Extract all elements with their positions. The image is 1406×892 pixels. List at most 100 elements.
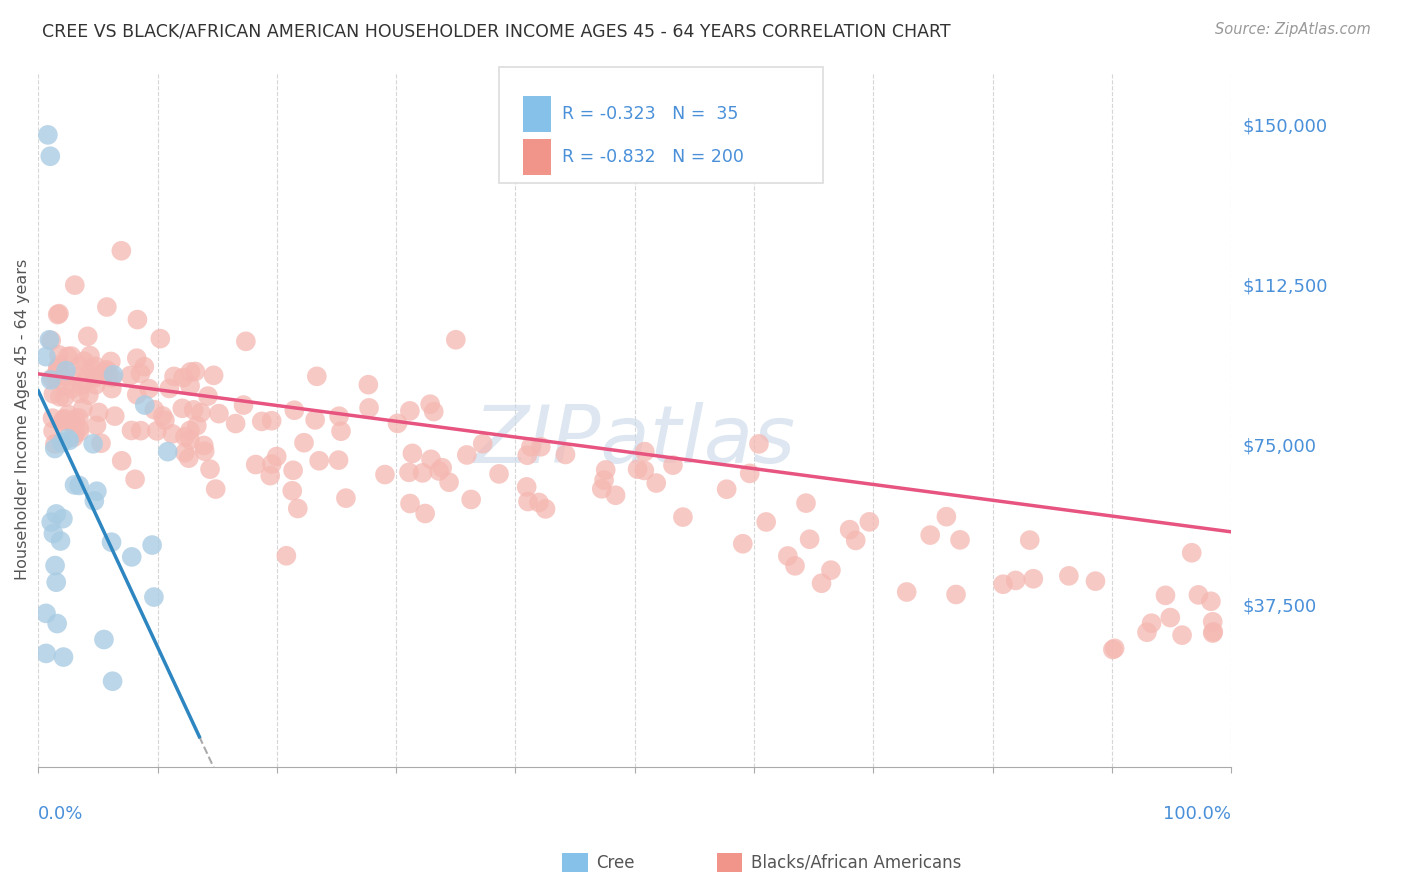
Point: [80, 360, 103, 375]
Point: [63, 278, 86, 293]
Point: [401, 446, 423, 460]
Text: R = -0.323   N =  35: R = -0.323 N = 35: [562, 105, 738, 123]
Point: [134, 398, 156, 412]
Point: [945, 587, 967, 601]
Point: [204, 482, 226, 496]
Text: Source: ZipAtlas.com: Source: ZipAtlas.com: [1215, 22, 1371, 37]
Point: [72, 401, 94, 416]
Point: [460, 492, 482, 507]
Point: [1171, 628, 1194, 642]
Point: [77, 388, 100, 402]
Point: [423, 404, 446, 418]
Point: [41, 371, 63, 385]
Point: [93, 632, 115, 647]
Point: [1102, 642, 1125, 657]
Point: [103, 368, 125, 382]
Point: [186, 418, 208, 433]
Point: [281, 483, 304, 498]
Point: [46, 616, 69, 631]
Point: [304, 413, 326, 427]
Point: [45, 370, 67, 384]
Point: [35, 647, 58, 661]
Point: [86, 418, 108, 433]
Point: [86, 368, 108, 383]
Point: [46, 308, 69, 322]
Point: [276, 549, 298, 563]
Point: [810, 576, 832, 591]
Point: [755, 515, 778, 529]
Point: [420, 452, 443, 467]
Text: $150,000: $150,000: [1243, 118, 1327, 136]
Point: [456, 448, 478, 462]
Point: [198, 462, 221, 476]
Text: CREE VS BLACK/AFRICAN AMERICAN HOUSEHOLDER INCOME AGES 45 - 64 YEARS CORRELATION: CREE VS BLACK/AFRICAN AMERICAN HOUSEHOLD…: [42, 22, 950, 40]
Point: [143, 402, 166, 417]
Point: [52, 511, 75, 525]
Point: [93, 367, 115, 381]
Point: [41, 411, 63, 425]
Point: [35, 350, 58, 364]
Point: [48, 358, 70, 372]
Point: [179, 379, 201, 393]
Point: [87, 405, 110, 419]
Point: [82, 436, 104, 450]
Point: [794, 496, 817, 510]
Point: [672, 510, 695, 524]
Point: [283, 403, 305, 417]
Text: ZIPatlas: ZIPatlas: [474, 401, 796, 480]
Text: $75,000: $75,000: [1243, 437, 1316, 456]
Point: [83, 494, 105, 508]
Point: [49, 364, 72, 378]
Point: [90, 436, 112, 450]
Point: [38, 333, 60, 347]
Point: [305, 369, 328, 384]
Point: [190, 406, 212, 420]
Point: [1187, 588, 1209, 602]
Point: [67, 421, 90, 435]
Point: [845, 533, 868, 548]
Point: [75, 373, 97, 387]
Point: [202, 368, 225, 383]
Point: [1181, 546, 1204, 560]
Point: [716, 482, 738, 496]
Point: [858, 515, 880, 529]
Point: [595, 463, 617, 477]
Text: 100.0%: 100.0%: [1163, 805, 1232, 823]
Point: [1199, 594, 1222, 608]
Point: [534, 501, 557, 516]
Point: [1154, 588, 1177, 602]
Point: [134, 359, 156, 374]
Point: [1136, 625, 1159, 640]
Point: [110, 244, 132, 258]
Point: [748, 437, 770, 451]
Point: [1140, 616, 1163, 631]
Point: [838, 523, 860, 537]
Y-axis label: Householder Income Ages 45 - 64 years: Householder Income Ages 45 - 64 years: [15, 260, 30, 581]
Point: [125, 387, 148, 401]
Point: [776, 549, 799, 563]
Point: [101, 382, 124, 396]
Point: [100, 535, 122, 549]
Point: [129, 367, 152, 381]
Point: [44, 442, 66, 456]
Point: [783, 558, 806, 573]
Point: [399, 496, 422, 510]
Point: [52, 650, 75, 665]
Point: [96, 363, 118, 377]
Point: [76, 329, 98, 343]
Point: [260, 457, 283, 471]
Point: [84, 359, 107, 374]
Point: [633, 463, 655, 477]
Point: [67, 425, 90, 439]
Point: [42, 387, 65, 401]
Point: [84, 377, 107, 392]
Point: [471, 436, 494, 450]
Point: [1202, 615, 1225, 629]
Point: [138, 382, 160, 396]
Point: [820, 563, 842, 577]
Point: [39, 515, 62, 529]
Point: [45, 507, 67, 521]
Point: [266, 450, 288, 464]
Point: [111, 454, 134, 468]
Point: [225, 417, 247, 431]
